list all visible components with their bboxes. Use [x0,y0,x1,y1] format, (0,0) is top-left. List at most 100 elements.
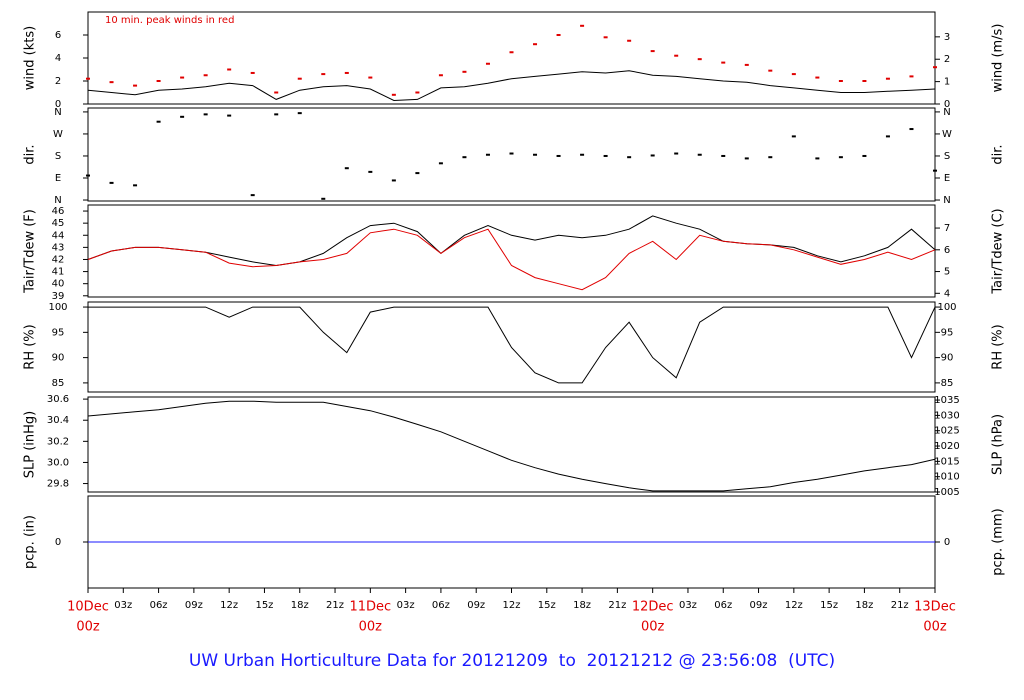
y-tick-label: N [54,107,61,118]
y-tick-label: 43 [52,242,65,253]
x-tick-label: 03z [114,600,132,611]
data-point [650,50,655,53]
y2-tick-label: 3 [944,32,950,43]
data-point [933,66,937,69]
data-point [744,63,749,66]
data-line [87,70,936,102]
data-point [674,152,679,155]
y-tick-label: 44 [52,230,65,241]
data-point [627,39,632,42]
x-tick-date: 10Dec [67,600,109,615]
data-point [250,71,255,74]
y-tick-label: 95 [52,327,65,338]
y2-tick-label: 85 [941,378,954,389]
data-point [697,58,702,61]
y-tick-label: 41 [52,267,65,278]
x-tick-label: 00z [923,620,947,635]
y-tick-label: 0 [55,537,61,548]
data-point [721,61,726,64]
x-tick-label: 03z [397,600,415,611]
data-point [674,54,679,57]
x-tick-label: 12z [503,600,521,611]
data-point [744,157,749,160]
x-tick-label: 00z [359,620,383,635]
data-point [768,156,773,159]
y-tick-label: 30.4 [47,415,69,426]
data-point [462,70,467,73]
panel-frame [87,204,936,298]
y2-tick-label: 1025 [934,426,959,437]
x-tick-label: 06z [714,600,732,611]
y-tick-label: 85 [52,378,65,389]
y-axis-label: wind (kts) [23,26,38,90]
y-tick-label: 30.6 [47,394,69,405]
y2-tick-label: 100 [937,302,956,313]
y-tick-label: 100 [48,302,67,313]
data-point [485,153,490,156]
x-tick-label: 15z [255,600,273,611]
y2-tick-label: W [942,129,952,140]
x-tick-date: 11Dec [349,600,391,615]
data-point [580,24,585,27]
y2-tick-label: N [943,195,950,206]
panel-frame [87,301,936,393]
y2-tick-label: 1020 [934,441,959,452]
data-point [885,135,890,138]
x-tick-date: 13Dec [914,600,956,615]
y-axis-label: Tair/Tdew (F) [23,209,38,294]
y2-tick-label: 4 [944,288,950,299]
x-tick-label: 18z [573,600,591,611]
data-line [87,400,936,492]
data-point [485,62,490,65]
data-point [368,76,373,79]
data-point [603,154,608,157]
data-line [87,228,936,291]
data-point [603,36,608,39]
data-point [697,153,702,156]
x-tick-label: 09z [467,600,485,611]
y2-tick-label: S [944,151,950,162]
y-tick-label: 2 [55,76,61,87]
data-point [297,77,302,80]
y-axis-label: dir. [23,144,38,164]
y2-tick-label: 5 [944,267,950,278]
data-point [933,169,937,172]
data-point [556,34,561,36]
x-tick-label: 12z [220,600,238,611]
y2-tick-label: 1035 [934,395,959,406]
data-point [156,80,161,82]
data-point [462,156,467,159]
data-point [109,181,114,184]
data-point [509,152,514,155]
data-point [274,113,279,116]
data-point [156,120,161,123]
y2-axis-label: Tair/Tdew (C) [991,208,1006,294]
y2-tick-label: 90 [941,353,954,364]
y2-tick-label: 95 [941,327,954,338]
x-tick-label: 09z [185,600,203,611]
data-point [650,154,655,157]
data-point [556,154,561,157]
y2-tick-label: 0 [944,99,950,110]
y-tick-label: 30.2 [47,436,69,447]
x-tick-label: 09z [750,600,768,611]
x-tick-label: 06z [432,600,450,611]
data-point [791,73,796,76]
x-tick-label: 00z [76,620,100,635]
data-point [250,194,255,197]
data-point [580,153,585,156]
x-tick-label: 15z [820,600,838,611]
y-tick-label: 29.8 [47,479,69,490]
data-point [86,174,90,177]
x-tick-label: 06z [150,600,168,611]
y2-tick-label: 1 [944,77,950,88]
data-point [768,69,773,72]
y-tick-label: 42 [52,254,65,265]
y-axis-label: pcp. (in) [23,515,38,569]
data-point [438,162,443,165]
y-axis-label: RH (%) [23,324,38,369]
data-line [88,306,936,384]
data-point [862,154,867,157]
data-point [815,76,820,79]
